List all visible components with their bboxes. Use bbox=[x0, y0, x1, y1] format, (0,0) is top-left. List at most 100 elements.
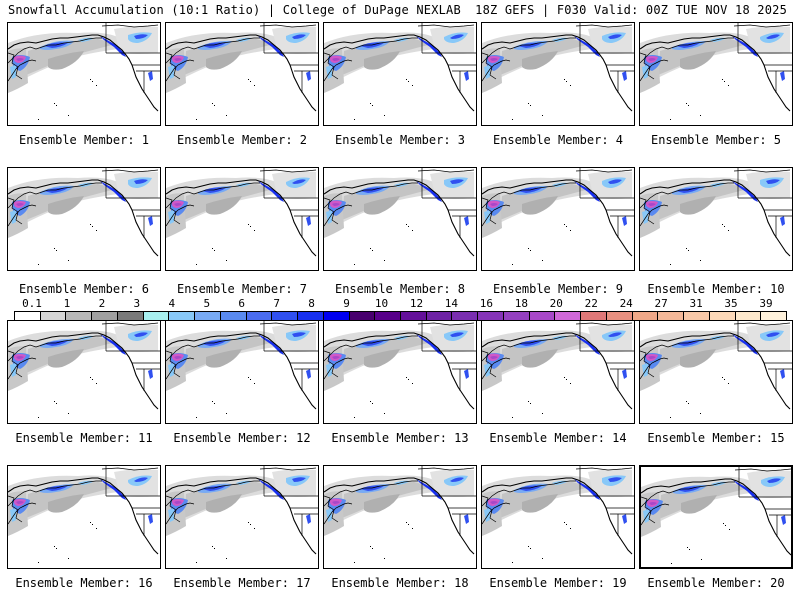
pacific-islands bbox=[512, 224, 571, 265]
ensemble-member-map bbox=[165, 22, 319, 126]
snowfall-map bbox=[166, 23, 318, 120]
colorbar-tick-label: 18 bbox=[514, 297, 528, 310]
snow-heavy-magenta bbox=[330, 479, 442, 506]
coastlines-borders bbox=[166, 466, 318, 555]
snow-heavy-magenta bbox=[330, 334, 442, 361]
snow-heavy-magenta bbox=[14, 181, 126, 208]
pacific-islands bbox=[354, 224, 413, 265]
colorbar-tick-label: 31 bbox=[689, 297, 703, 310]
colorbar-tick-label: 16 bbox=[479, 297, 493, 310]
colorbar-swatch bbox=[426, 312, 453, 320]
coastlines-borders bbox=[640, 168, 792, 257]
colorbar-tick-label: 1 bbox=[63, 297, 71, 310]
colorbar-tick-label: 5 bbox=[203, 297, 211, 310]
coastlines-borders bbox=[8, 168, 160, 257]
pacific-islands bbox=[354, 79, 413, 120]
ensemble-member-label: Ensemble Member: 1 bbox=[18, 133, 150, 147]
ensemble-member-map bbox=[165, 465, 319, 569]
colorbar-tick-label: 2 bbox=[98, 297, 106, 310]
ensemble-member-label: Ensemble Member: 20 bbox=[647, 576, 785, 590]
snow-heavy-magenta bbox=[14, 479, 126, 506]
ensemble-member-map bbox=[165, 167, 319, 271]
pacific-islands bbox=[354, 522, 413, 563]
snowfall-map bbox=[482, 168, 634, 265]
coastlines-borders bbox=[482, 168, 634, 257]
coastlines-borders bbox=[166, 23, 318, 112]
ensemble-member-map bbox=[639, 22, 793, 126]
colorbar-swatch bbox=[452, 312, 479, 320]
ensemble-member-label: Ensemble Member: 3 bbox=[334, 133, 466, 147]
pacific-islands bbox=[38, 79, 97, 120]
ensemble-member-label: Ensemble Member: 8 bbox=[334, 282, 466, 296]
snow-heavy-magenta bbox=[646, 181, 758, 208]
ensemble-member-map bbox=[323, 22, 477, 126]
ensemble-member-label: Ensemble Member: 12 bbox=[173, 431, 311, 445]
colorbar-tick-label: 8 bbox=[308, 297, 315, 310]
snowfall-map bbox=[640, 321, 792, 418]
ensemble-member-label: Ensemble Member: 13 bbox=[331, 431, 469, 445]
product-title: Snowfall Accumulation (10:1 Ratio) | Col… bbox=[8, 3, 461, 17]
snowfall-map bbox=[8, 321, 160, 418]
snowfall-map bbox=[324, 321, 476, 418]
snow-heavy-magenta bbox=[172, 334, 284, 361]
ensemble-member-map bbox=[639, 465, 793, 569]
ensemble-member-label: Ensemble Member: 4 bbox=[492, 133, 624, 147]
colorbar-tick-label: 0.1 bbox=[22, 297, 42, 310]
pacific-islands bbox=[512, 79, 571, 120]
ensemble-member-label: Ensemble Member: 19 bbox=[489, 576, 627, 590]
ensemble-member-map bbox=[481, 465, 635, 569]
ensemble-member-map bbox=[165, 320, 319, 424]
pacific-islands bbox=[196, 522, 255, 563]
colorbar-swatch bbox=[66, 312, 93, 320]
snow-heavy-magenta bbox=[330, 36, 442, 63]
colorbar-swatch bbox=[272, 312, 299, 320]
colorbar-swatch bbox=[349, 312, 376, 320]
coastlines-borders bbox=[482, 23, 634, 112]
pacific-islands bbox=[512, 522, 571, 563]
colorbar-swatch bbox=[92, 312, 118, 320]
snowfall-map bbox=[8, 168, 160, 265]
snow-heavy-magenta bbox=[172, 181, 284, 208]
snowfall-map bbox=[640, 23, 792, 120]
colorbar-swatch bbox=[298, 312, 324, 320]
colorbar-swatch bbox=[658, 312, 685, 320]
colorbar-swatch bbox=[323, 312, 350, 320]
colorbar-swatch bbox=[606, 312, 633, 320]
ensemble-member-label: Ensemble Member: 9 bbox=[492, 282, 624, 296]
pacific-islands bbox=[671, 523, 730, 564]
colorbar-swatch bbox=[709, 312, 736, 320]
colorbar-tick-label: 12 bbox=[409, 297, 424, 310]
coastlines-borders bbox=[324, 23, 476, 112]
colorbar-tick-label: 27 bbox=[654, 297, 668, 310]
snowfall-map bbox=[166, 168, 318, 265]
colorbar-swatch bbox=[117, 312, 144, 320]
ensemble-member-map bbox=[7, 22, 161, 126]
ensemble-member-map bbox=[323, 167, 477, 271]
ensemble-member-map bbox=[639, 320, 793, 424]
ensemble-member-label: Ensemble Member: 6 bbox=[18, 282, 150, 296]
colorbar-tick-label: 39 bbox=[759, 297, 773, 310]
snowfall-map bbox=[166, 321, 318, 418]
colorbar-tick-label: 6 bbox=[238, 297, 246, 310]
colorbar-swatch bbox=[529, 312, 556, 320]
colorbar-swatch bbox=[503, 312, 530, 320]
pacific-islands bbox=[512, 377, 571, 418]
snow-heavy-magenta bbox=[14, 36, 126, 63]
ensemble-member-label: Ensemble Member: 11 bbox=[15, 431, 153, 445]
ensemble-member-label: Ensemble Member: 16 bbox=[15, 576, 153, 590]
snow-heavy-magenta bbox=[488, 334, 600, 361]
coastlines-borders bbox=[8, 321, 160, 410]
colorbar-tick-label: 22 bbox=[584, 297, 598, 310]
coastlines-borders bbox=[641, 467, 791, 556]
pacific-islands bbox=[670, 79, 729, 120]
ensemble-member-label: Ensemble Member: 14 bbox=[489, 431, 627, 445]
colorbar-swatch bbox=[735, 312, 762, 320]
snowfall-map bbox=[166, 466, 318, 563]
snowfall-map bbox=[324, 23, 476, 120]
colorbar-swatch bbox=[246, 312, 273, 320]
colorbar-swatch bbox=[478, 312, 504, 320]
coastlines-borders bbox=[640, 321, 792, 410]
ensemble-member-label: Ensemble Member: 7 bbox=[176, 282, 308, 296]
pacific-islands bbox=[38, 377, 97, 418]
colorbar-swatch bbox=[375, 312, 402, 320]
